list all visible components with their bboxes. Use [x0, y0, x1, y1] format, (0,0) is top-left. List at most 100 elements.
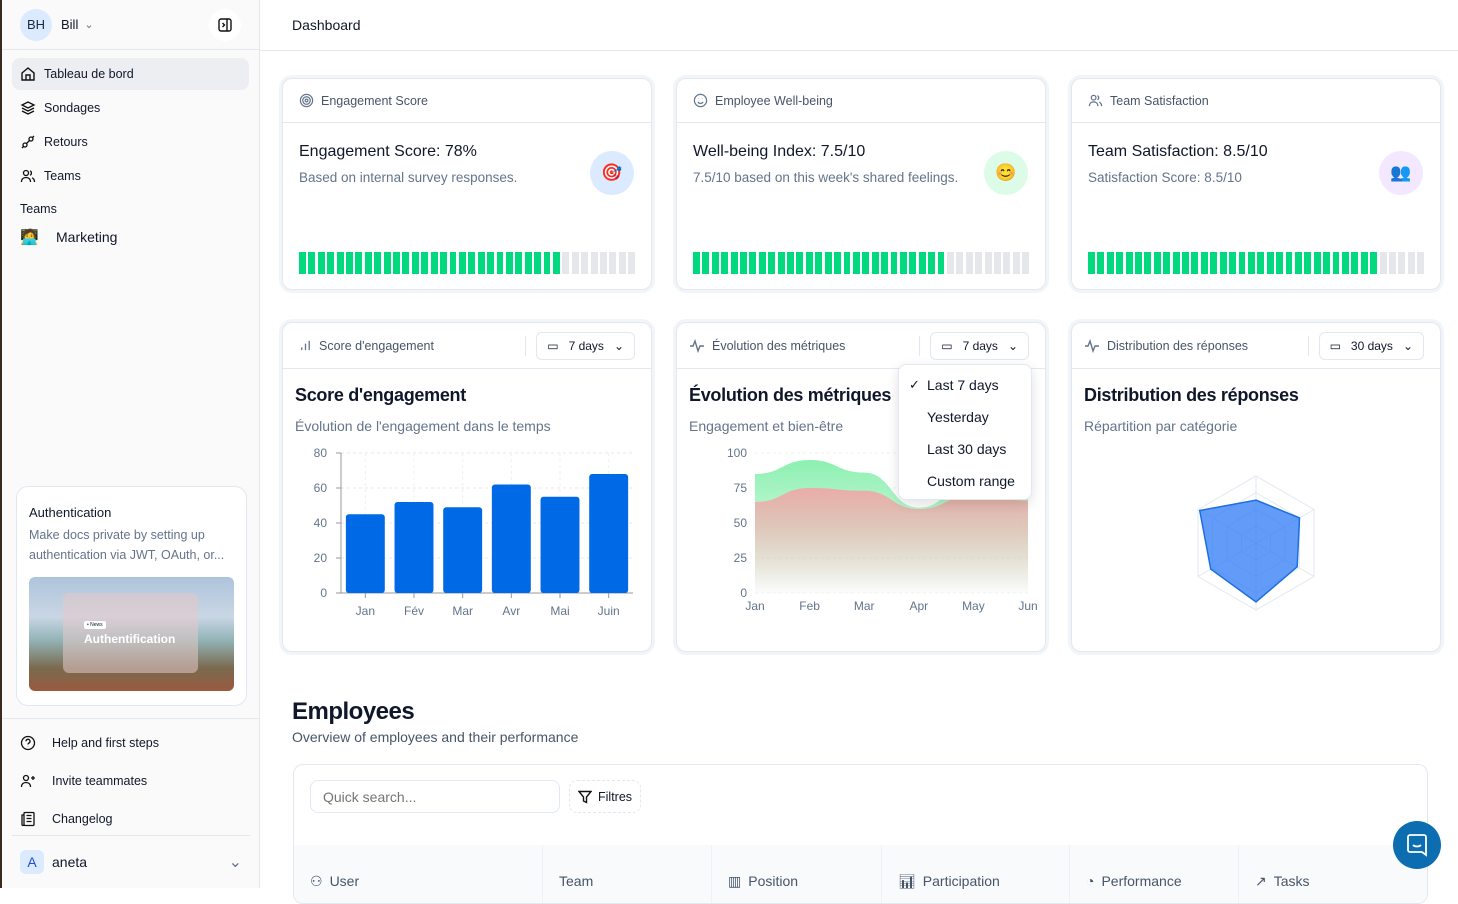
option-custom-range[interactable]: Custom range	[899, 465, 1031, 497]
user-name[interactable]: Bill	[61, 17, 79, 32]
promo-image-title: Authentification	[84, 632, 176, 646]
calendar-icon: ▭	[941, 338, 953, 353]
progress-segment	[543, 252, 551, 274]
team-item-marketing[interactable]: 🧑‍💻 Marketing	[12, 220, 249, 254]
column-label: Position	[748, 873, 799, 889]
progress-segment	[946, 252, 954, 274]
kpi-card-team-satisfaction: Team Satisfaction Team Satisfaction: 8.5…	[1071, 78, 1441, 290]
chart-card-distribution: Distribution des réponses ▭ 30 days ⌄ Dist…	[1071, 322, 1441, 652]
progress-segment	[1276, 252, 1284, 274]
progress-segment	[862, 252, 870, 274]
progress-segment	[1219, 252, 1227, 274]
kpi-subtitle: Satisfaction Score: 8.5/10	[1088, 170, 1242, 185]
sidebar-item-sondages[interactable]: Sondages	[12, 92, 249, 124]
option-label: Last 7 days	[927, 377, 999, 393]
calendar-icon: ▭	[1329, 338, 1341, 353]
area-chart: 0 25 50 75 100 Jan Feb Mar Apr May Jun	[727, 446, 1038, 613]
x-tick-label: Feb	[799, 599, 820, 613]
date-range-select[interactable]: ▭ 7 days ⌄	[930, 331, 1029, 360]
invite-link[interactable]: Invite teammates	[12, 763, 250, 799]
collapse-sidebar-button[interactable]	[209, 8, 241, 41]
x-tick-label: Mai	[550, 604, 569, 618]
check-icon: ✓	[909, 377, 920, 392]
progress-segment	[796, 252, 804, 274]
column-position[interactable]: ▥ Position	[712, 845, 882, 903]
people-icon: 👥	[1379, 151, 1423, 195]
chart-card-engagement: Score d'engagement ▭ 7 days ⌄ Score d'enga…	[282, 322, 652, 652]
progress-segment	[1200, 252, 1208, 274]
column-user[interactable]: ⚇ User	[294, 845, 543, 903]
progress-segment	[721, 252, 729, 274]
progress-bar	[693, 252, 1030, 274]
bar	[491, 484, 531, 593]
option-yesterday[interactable]: Yesterday	[899, 401, 1031, 433]
progress-segment	[534, 252, 542, 274]
newspaper-icon	[21, 811, 35, 827]
progress-segment	[1022, 252, 1030, 274]
column-tasks[interactable]: ↗ Tasks	[1239, 845, 1427, 903]
promo-card[interactable]: Authentication Make docs private by sett…	[16, 486, 247, 706]
progress-segment	[1088, 252, 1095, 274]
progress-segment	[1012, 252, 1020, 274]
search-input[interactable]	[310, 780, 560, 813]
x-tick-label: Mar	[854, 599, 875, 613]
progress-segment	[1116, 252, 1124, 274]
sidebar-item-retours[interactable]: Retours	[12, 126, 249, 158]
sidebar-item-teams[interactable]: Teams	[12, 160, 249, 192]
progress-segment	[515, 252, 523, 274]
y-tick-label: 100	[727, 446, 747, 460]
sidebar-header: BH Bill ⌄	[2, 0, 259, 50]
range-value: 7 days	[568, 338, 604, 353]
avatar[interactable]: BH	[20, 8, 52, 41]
progress-segment	[1304, 252, 1312, 274]
trending-up-icon: ↗	[1255, 872, 1267, 889]
progress-segment	[562, 252, 570, 274]
kpi-title: Engagement Score: 78%	[299, 143, 477, 160]
progress-segment	[1125, 252, 1133, 274]
account-switcher[interactable]: A aneta ⌄	[12, 835, 250, 888]
sidebar-item-tableau-de-bord[interactable]: Tableau de bord	[12, 58, 249, 90]
bar	[540, 496, 580, 593]
activity-icon	[1085, 338, 1099, 353]
date-range-select[interactable]: ▭ 30 days ⌄	[1318, 331, 1424, 360]
progress-segment	[402, 252, 410, 274]
filter-icon	[578, 790, 592, 804]
progress-segment	[1379, 252, 1387, 274]
employees-title: Employees	[292, 698, 415, 725]
progress-segment	[909, 252, 917, 274]
option-label: Yesterday	[927, 409, 989, 425]
progress-segment	[890, 252, 898, 274]
column-performance[interactable]: ◔ Performance	[1070, 845, 1239, 903]
help-link[interactable]: Help and first steps	[12, 725, 250, 761]
progress-segment	[496, 252, 504, 274]
account-avatar: A	[20, 850, 44, 874]
progress-segment	[524, 252, 532, 274]
bar-chart-icon: 📊︎	[898, 872, 916, 889]
kpi-subtitle: Based on internal survey responses.	[299, 170, 518, 185]
team-label: Marketing	[56, 229, 118, 245]
date-range-select[interactable]: ▭ 7 days ⌄	[536, 331, 635, 360]
chat-launcher-button[interactable]	[1393, 821, 1441, 869]
progress-segment	[1135, 252, 1142, 274]
employees-subtitle: Overview of employees and their performa…	[292, 729, 579, 745]
progress-segment	[458, 252, 466, 274]
progress-segment	[918, 252, 926, 274]
column-participation[interactable]: 📊︎ Participation	[882, 845, 1070, 903]
chevron-down-icon[interactable]: ⌄	[84, 19, 94, 31]
progress-segment	[477, 252, 485, 274]
promo-image-badge: • News	[84, 621, 106, 629]
progress-segment	[1163, 252, 1171, 274]
changelog-link[interactable]: Changelog	[12, 801, 250, 837]
filters-button[interactable]: Filtres	[569, 780, 642, 813]
sidebar-item-label: Retours	[44, 135, 88, 149]
smiley-icon: 😊	[984, 151, 1028, 195]
calendar-icon: ▭	[547, 338, 559, 353]
chart-title: Distribution des réponses	[1084, 385, 1299, 405]
option-last-7-days[interactable]: ✓ Last 7 days	[899, 369, 1031, 401]
progress-segment	[956, 252, 964, 274]
help-label: Help and first steps	[52, 736, 159, 750]
chart-header: Distribution des réponses	[1107, 338, 1249, 353]
option-last-30-days[interactable]: Last 30 days	[899, 433, 1031, 465]
progress-segment	[1360, 252, 1368, 274]
column-team[interactable]: Team	[543, 845, 712, 903]
